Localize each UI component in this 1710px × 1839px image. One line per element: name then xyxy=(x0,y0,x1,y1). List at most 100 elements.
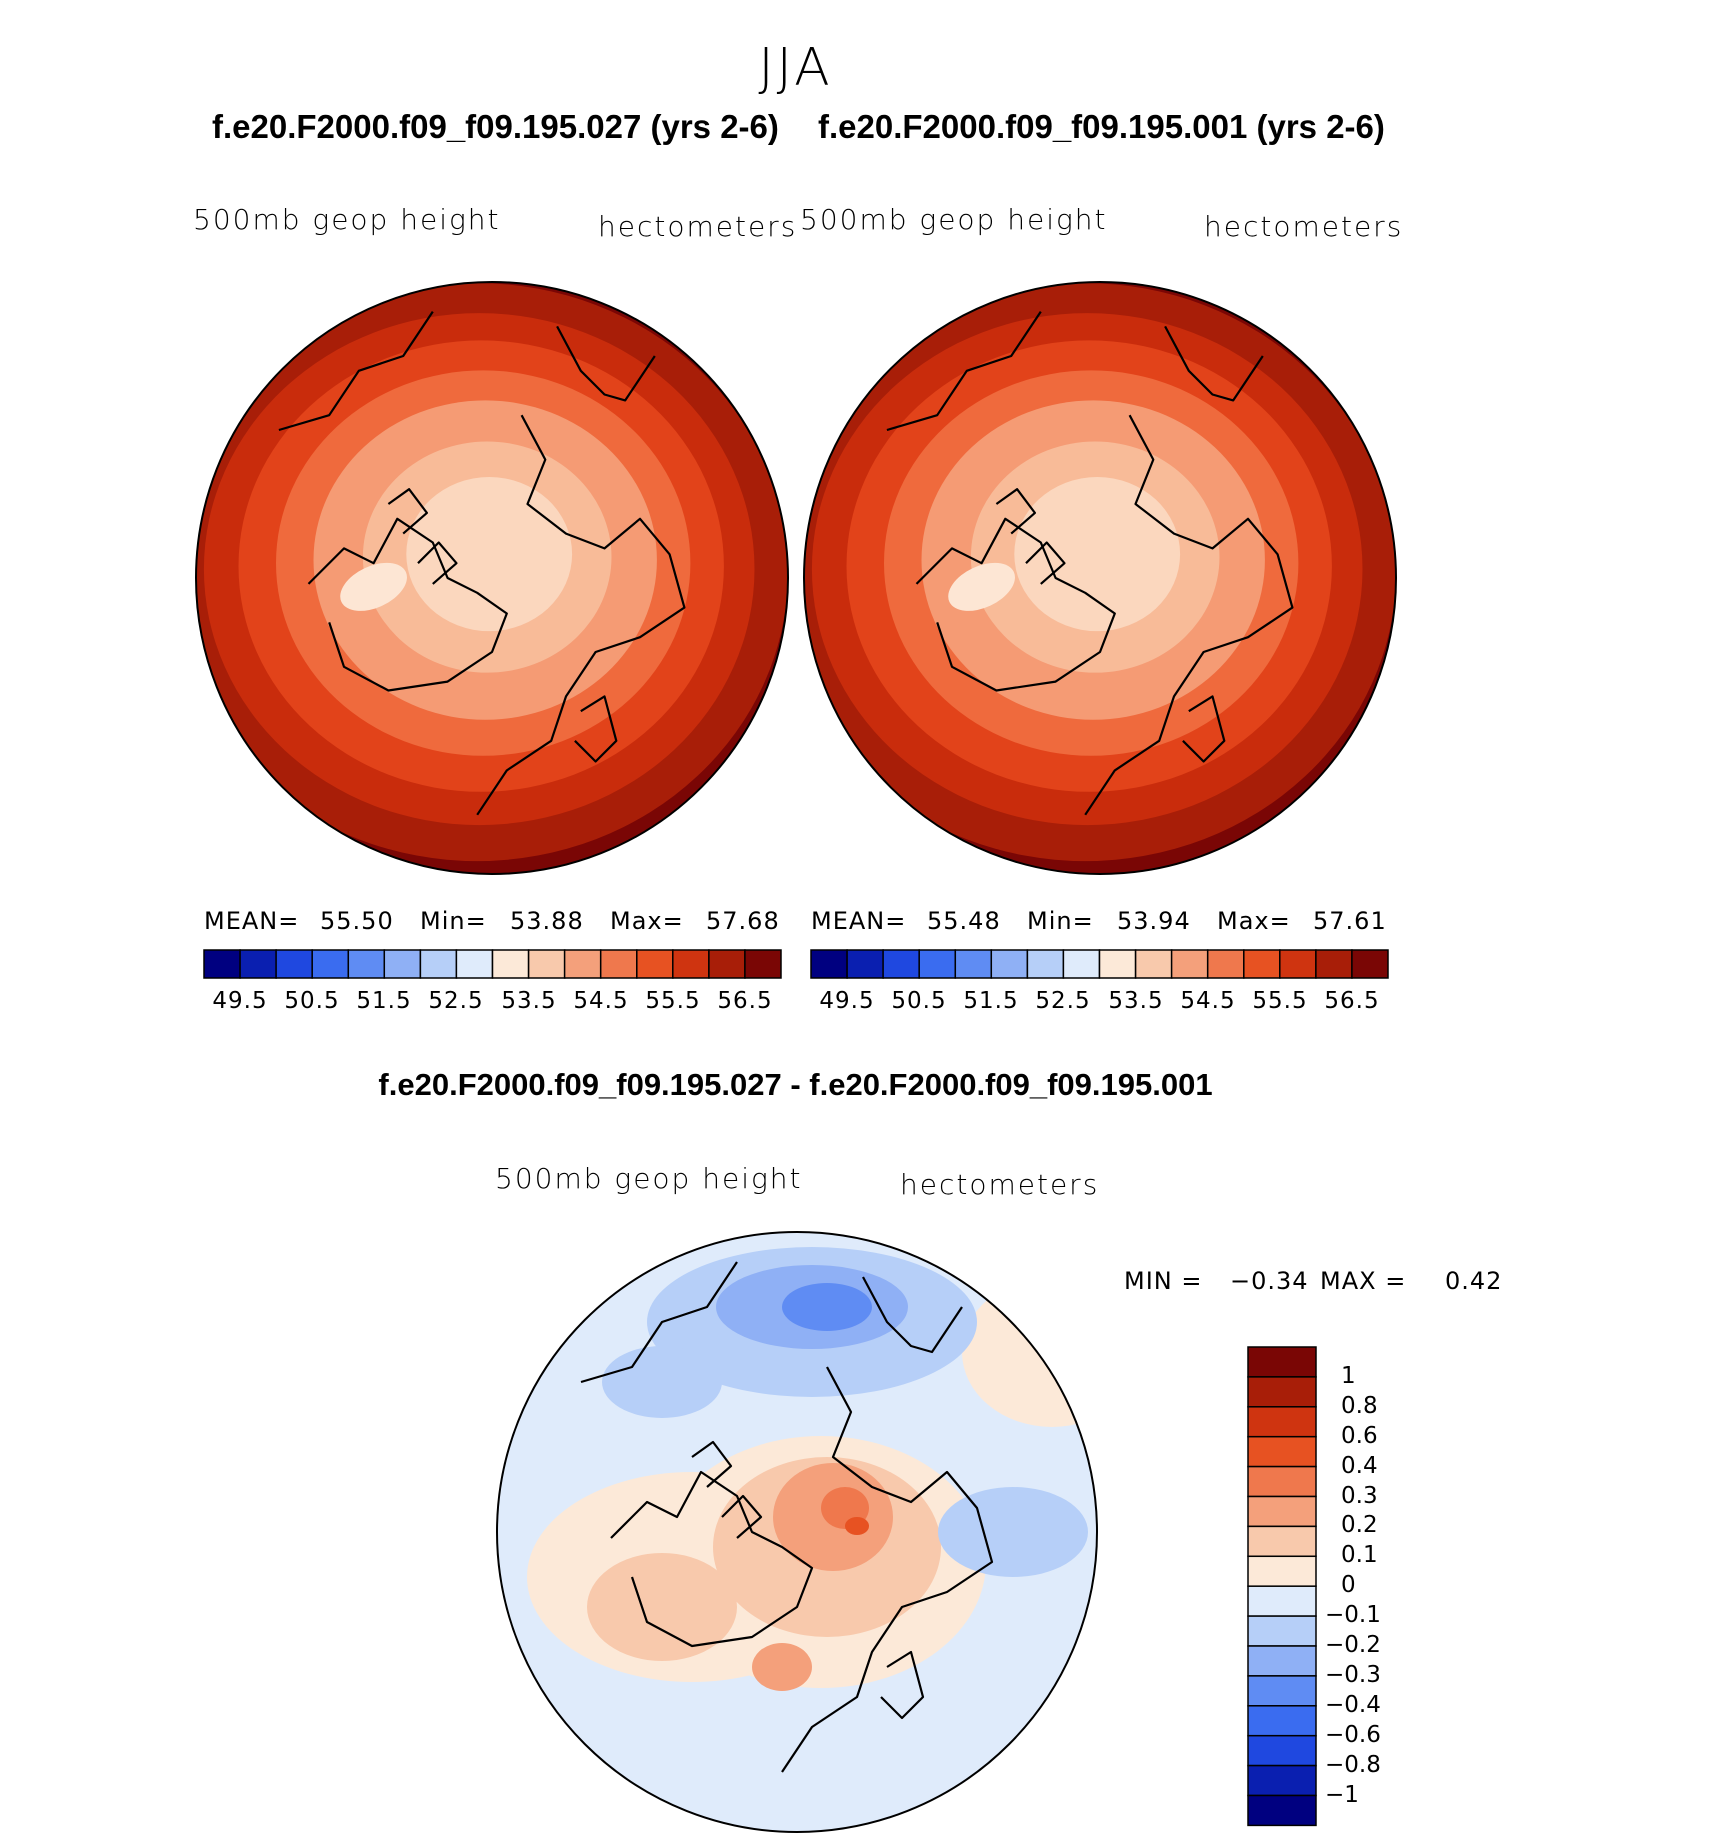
colorbar-tick-label: 0.2 xyxy=(1341,1512,1378,1538)
colorbar-swatch xyxy=(1247,1435,1317,1468)
colorbar-tick-label: 0.3 xyxy=(1341,1483,1378,1509)
colorbar-swatch xyxy=(708,949,746,979)
colorbar-tick-label: 0.6 xyxy=(1341,1423,1378,1449)
colorbar-tick-label: 54.5 xyxy=(1180,988,1236,1014)
difference-contour-band xyxy=(752,1643,812,1691)
colorbar-tick-label: −0.6 xyxy=(1325,1722,1381,1748)
colorbar-tick-label: 1 xyxy=(1341,1363,1356,1389)
colorbar-swatch xyxy=(672,949,710,979)
panel1-max-label: Max= xyxy=(610,907,684,935)
colorbar-swatch xyxy=(1243,949,1281,979)
height-contour-band xyxy=(1014,476,1181,632)
map-border-0 xyxy=(195,281,789,875)
colorbar-tick-label: 49.5 xyxy=(212,988,268,1014)
panel1-max-value: 57.68 xyxy=(706,907,780,935)
coastline-segment xyxy=(1164,325,1264,402)
coastline-segment xyxy=(880,1650,925,1720)
colorbar-swatch xyxy=(1351,949,1389,979)
diff-variable: 500mb geop height xyxy=(495,1162,803,1195)
coastline-segment xyxy=(721,1494,763,1539)
colorbar-tick-label: −0.3 xyxy=(1325,1662,1381,1688)
coastlines-0 xyxy=(278,310,686,816)
panel1-mean-value: 55.50 xyxy=(320,907,394,935)
panel2-title: f.e20.F2000.f09_f09.195.001 (yrs 2-6) xyxy=(818,108,1385,145)
coastline-segment xyxy=(862,1276,963,1354)
colorbar-swatch xyxy=(1134,949,1173,979)
coastline-segment xyxy=(691,1440,733,1488)
coastline-segment xyxy=(915,517,1116,692)
colorbar-swatch xyxy=(1247,1675,1317,1707)
colorbar-tick-label: 0 xyxy=(1341,1572,1356,1598)
colorbar-swatch xyxy=(1247,1406,1317,1438)
colorbar-swatch xyxy=(744,949,782,979)
panel2-max-value: 57.61 xyxy=(1313,907,1387,935)
panel1-title: f.e20.F2000.f09_f09.195.027 (yrs 2-6) xyxy=(212,108,779,145)
colorbar-swatch xyxy=(1247,1615,1317,1647)
colorbar-tick-label: 56.5 xyxy=(1324,988,1380,1014)
colorbar-swatch xyxy=(846,949,884,979)
coastline-segment xyxy=(886,310,1042,432)
panel2-min-label: Min= xyxy=(1027,907,1094,935)
colorbar-swatch xyxy=(990,949,1029,979)
difference-contour-band xyxy=(782,1283,872,1331)
colorbar-swatch xyxy=(1247,1734,1317,1767)
height-field-0 xyxy=(196,282,788,874)
colorbar-swatch xyxy=(1206,949,1245,979)
colorbar-tick-label: −0.2 xyxy=(1325,1632,1381,1658)
colorbar-swatch xyxy=(347,949,386,979)
colorbar-swatch xyxy=(419,949,458,979)
colorbar-swatch xyxy=(527,949,566,979)
colorbar-swatch xyxy=(311,949,350,979)
colorbar-swatch xyxy=(1247,1376,1317,1408)
colorbar-tick-label: 51.5 xyxy=(963,988,1019,1014)
height-contour-band xyxy=(406,476,573,632)
colorbar-swatch xyxy=(1062,949,1101,979)
colorbar-swatch xyxy=(1247,1525,1317,1558)
colorbar-tick-label: 56.5 xyxy=(717,988,773,1014)
colorbar-tick-label: 55.5 xyxy=(645,988,701,1014)
coastline-segment xyxy=(610,1470,814,1648)
difference-contour-band xyxy=(845,1517,869,1535)
colorbar-swatch xyxy=(1247,1794,1317,1827)
colorbar-swatch xyxy=(455,949,494,979)
coastline-segment xyxy=(580,1261,738,1384)
coastline-segment xyxy=(556,325,656,402)
colorbar-swatch xyxy=(1315,949,1353,979)
colorbar-tick-label: 52.5 xyxy=(1035,988,1091,1014)
colorbar-swatch xyxy=(1026,949,1065,979)
colorbar-tick-label: −0.1 xyxy=(1325,1602,1381,1628)
panel2-units: hectometers xyxy=(1204,210,1404,243)
colorbar-tick-label: 0.4 xyxy=(1341,1453,1378,1479)
panel2-mean-value: 55.48 xyxy=(927,907,1001,935)
coastline-segment xyxy=(1182,695,1226,763)
colorbar-tick-label: 50.5 xyxy=(891,988,947,1014)
panel2-variable: 500mb geop height xyxy=(800,203,1108,236)
colorbar-tick-label: 50.5 xyxy=(284,988,340,1014)
colorbar-swatch xyxy=(239,949,277,979)
colorbar-tick-label: 54.5 xyxy=(573,988,629,1014)
panel1-min-label: Min= xyxy=(420,907,487,935)
coastlines-2 xyxy=(580,1261,994,1773)
panel1-units: hectometers xyxy=(598,210,798,243)
coastline-segment xyxy=(278,310,434,432)
panel2-min-value: 53.94 xyxy=(1117,907,1191,935)
difference-contour-band xyxy=(602,1346,722,1418)
height-minimum-area xyxy=(948,562,1015,611)
colorbar-difference xyxy=(1247,1346,1317,1827)
colorbar-swatch xyxy=(203,949,241,979)
difference-field xyxy=(497,1232,1097,1832)
colorbar-tick-label: −0.8 xyxy=(1325,1752,1381,1778)
diff-min-label: MIN = xyxy=(1124,1267,1203,1295)
diff-max-label: MAX = xyxy=(1320,1267,1407,1295)
colorbar-swatch xyxy=(563,949,602,979)
panel1-variable: 500mb geop height xyxy=(193,203,501,236)
colorbar-tick-label: 53.5 xyxy=(501,988,557,1014)
colorbar-swatch xyxy=(1247,1346,1317,1378)
colorbar-swatch xyxy=(882,949,920,979)
colorbar-swatch xyxy=(1247,1465,1317,1498)
colorbar-swatch xyxy=(1098,949,1137,979)
season-title: JJA xyxy=(758,38,833,98)
colorbar-swatch xyxy=(1247,1705,1317,1737)
map-border-1 xyxy=(803,281,1397,875)
colorbar-swatch xyxy=(1247,1645,1317,1677)
